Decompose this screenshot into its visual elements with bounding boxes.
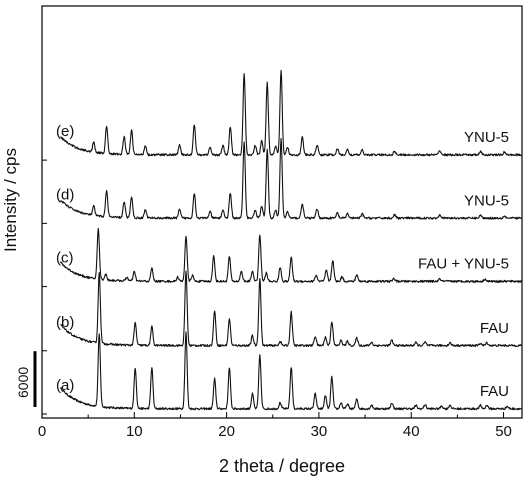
scale-bar: 6000 <box>15 351 37 407</box>
trace-tag-a: (a) <box>56 377 74 394</box>
trace-b <box>60 270 523 348</box>
scale-bar-label: 6000 <box>15 367 31 398</box>
x-tick-label: 10 <box>126 423 143 440</box>
trace-name-a: FAU <box>480 383 509 400</box>
traces <box>59 69 523 411</box>
x-tick-label: 30 <box>311 423 328 440</box>
trace-tag-b: (b) <box>56 314 74 331</box>
trace-a <box>59 331 523 411</box>
x-tick-label: 0 <box>38 423 46 440</box>
trace-tag-e: (e) <box>56 123 74 140</box>
trace-name-c: FAU + YNU-5 <box>418 256 509 273</box>
series-labels: (a) FAU (b) FAU (c) FAU + YNU-5 (d) YNU-5 (e) YNU… <box>56 123 509 400</box>
trace-name-e: YNU-5 <box>464 129 509 146</box>
x-tick-label: 50 <box>495 423 512 440</box>
x-tick-label: 40 <box>403 423 420 440</box>
trace-name-d: YNU-5 <box>464 192 509 209</box>
trace-c <box>59 227 523 283</box>
trace-tag-c: (c) <box>56 250 74 267</box>
x-tick-label: 20 <box>218 423 235 440</box>
plot-frame <box>41 5 523 419</box>
y-axis-label: Intensity / cps <box>1 148 20 252</box>
trace-d <box>59 138 523 220</box>
trace-tag-d: (d) <box>56 186 74 203</box>
axis-ticks <box>41 159 505 418</box>
x-tick-labels: 0 10 20 30 40 50 <box>38 423 512 440</box>
trace-e <box>60 69 523 157</box>
x-axis-label: 2 theta / degree <box>219 456 345 476</box>
trace-name-b: FAU <box>480 320 509 337</box>
